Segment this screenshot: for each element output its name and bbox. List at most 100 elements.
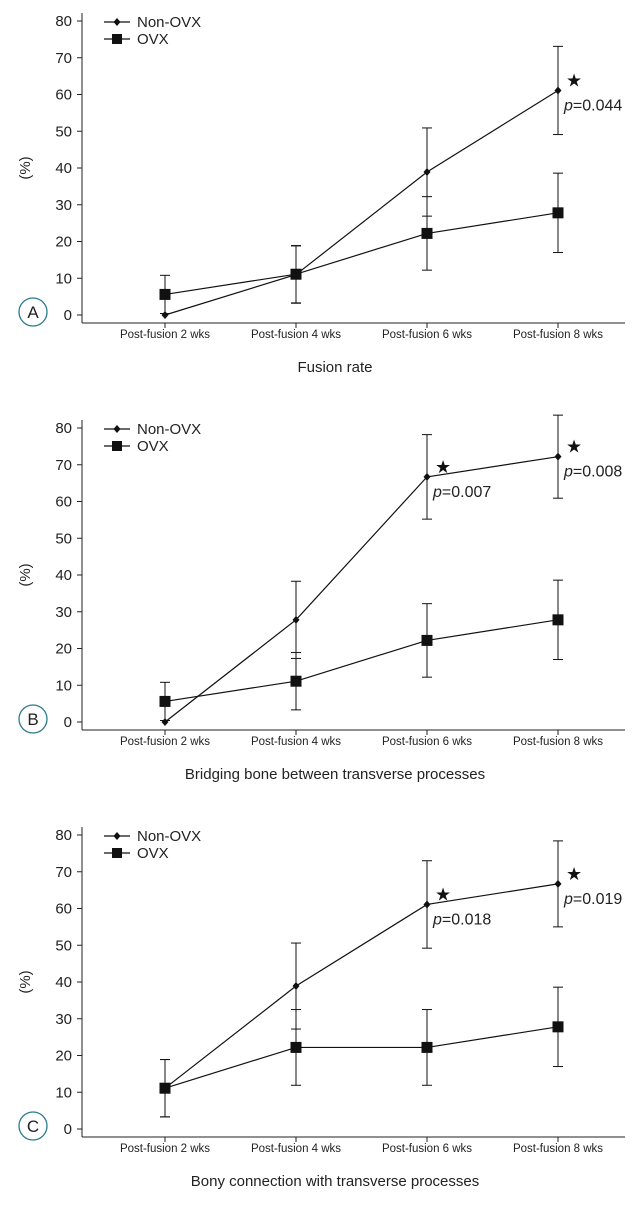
data-point-non-ovx [423,168,431,177]
legend-label: OVX [137,438,169,455]
x-tick-label: Post-fusion 2 wks [120,329,210,341]
panel-label: B [27,710,38,729]
legend-label: Non-OVX [137,828,201,845]
y-axis-label: (%) [17,970,34,993]
y-tick-label: 10 [55,677,72,694]
y-tick-label: 0 [64,307,72,324]
y-tick-label: 30 [55,1011,72,1028]
significance-star: ★ [435,457,451,477]
panel-label-circle [18,704,48,734]
x-tick-label: Post-fusion 2 wks [120,736,210,748]
chart-fusion-rate: 0 10 20 30 40 50 60 70 80 (%) Post-fusion 2 wks Pos… [17,13,625,376]
panel-label: C [27,1117,39,1136]
data-point-non-ovx [554,452,562,461]
panel-c: 0 10 20 30 40 50 60 70 80 (%) Post-fusion 2 wks Pos… [0,814,643,1221]
series-line-non-ovx [164,456,559,723]
p-value-label: p=0.007 [432,484,491,501]
y-tick-label: 70 [55,50,72,67]
y-tick-label: 40 [55,160,72,177]
data-point-ovx [552,207,564,219]
x-tick-label: Post-fusion 6 wks [382,329,472,341]
significance-star: ★ [566,437,582,457]
x-axis-label: Bony connection with transverse processe… [191,1173,479,1190]
panel-label-circle [18,1111,48,1141]
legend-label: OVX [137,31,169,48]
data-point-ovx [159,288,171,300]
x-tick-label: Post-fusion 2 wks [120,1143,210,1155]
p-value: =0.019 [573,891,622,908]
legend-marker-ovx [112,34,122,44]
data-point-ovx [290,675,302,687]
x-axis-label: Fusion rate [297,359,372,376]
series-line-ovx [164,1026,559,1089]
y-tick-label: 50 [55,123,72,140]
p-value-label: p=0.044 [563,97,622,114]
chart-bridging-bone: 0 10 20 30 40 50 60 70 80 (%) Post-fusion 2 wks Pos… [17,414,625,783]
series-line-non-ovx [164,89,559,316]
legend-marker-ovx [112,848,122,858]
y-tick-label: 50 [55,937,72,954]
y-tick-label: 30 [55,197,72,214]
y-tick-label: 60 [55,494,72,511]
data-point-ovx [421,1041,433,1053]
y-tick-label: 40 [55,567,72,584]
series-line-ovx [164,212,559,296]
y-tick-label: 80 [55,827,72,844]
x-tick-label: Post-fusion 4 wks [251,1143,341,1155]
x-tick-label: Post-fusion 6 wks [382,736,472,748]
x-tick-label: Post-fusion 4 wks [251,329,341,341]
y-tick-label: 20 [55,234,72,251]
significance-star: ★ [435,884,451,904]
p-value-label: p=0.019 [563,891,622,908]
data-point-ovx [290,268,302,280]
y-tick-label: 70 [55,864,72,881]
data-point-ovx [290,1041,302,1053]
data-point-non-ovx [292,982,300,991]
x-axis-label: Bridging bone between transverse process… [185,766,485,783]
x-tick-label: Post-fusion 6 wks [382,1143,472,1155]
p-value: =0.018 [442,911,491,928]
chart-bony-connection: 0 10 20 30 40 50 60 70 80 (%) Post-fusion 2 wks Pos… [17,827,625,1190]
y-axis-label: (%) [17,563,34,586]
y-tick-label: 20 [55,641,72,658]
p-symbol: p [563,97,573,114]
p-value-label: p=0.018 [432,911,491,928]
p-value: =0.007 [442,484,491,501]
y-tick-label: 20 [55,1048,72,1065]
p-value: =0.044 [573,97,622,114]
p-symbol: p [563,464,573,481]
series-line-non-ovx [164,883,559,1089]
y-tick-label: 0 [64,1121,72,1138]
legend-marker-non-ovx [113,832,121,840]
data-point-ovx [421,634,433,646]
data-point-non-ovx [423,900,431,909]
data-point-ovx [552,614,564,626]
data-point-ovx [421,227,433,239]
panel-label-circle [18,297,48,327]
p-symbol: p [432,484,442,501]
legend-marker-non-ovx [113,18,121,26]
data-point-non-ovx [423,472,431,481]
data-point-non-ovx [292,615,300,624]
data-point-ovx [159,695,171,707]
data-point-non-ovx [554,86,562,95]
y-tick-label: 10 [55,1084,72,1101]
y-tick-label: 10 [55,270,72,287]
y-tick-label: 50 [55,530,72,547]
data-point-non-ovx [161,718,169,726]
data-point-ovx [552,1021,564,1033]
y-tick-label: 70 [55,457,72,474]
x-tick-label: Post-fusion 8 wks [513,329,603,341]
panel-a: 0 10 20 30 40 50 60 70 80 (%) Post-fusion 2 wks Pos… [0,0,643,407]
p-value: =0.008 [573,464,622,481]
data-point-non-ovx [554,879,562,888]
significance-star: ★ [566,864,582,884]
x-tick-label: Post-fusion 8 wks [513,736,603,748]
y-tick-label: 40 [55,974,72,991]
p-symbol: p [432,911,442,928]
y-tick-label: 0 [64,714,72,731]
y-tick-label: 30 [55,604,72,621]
y-tick-label: 60 [55,87,72,104]
data-point-ovx [159,1082,171,1094]
series-line-ovx [164,619,559,703]
